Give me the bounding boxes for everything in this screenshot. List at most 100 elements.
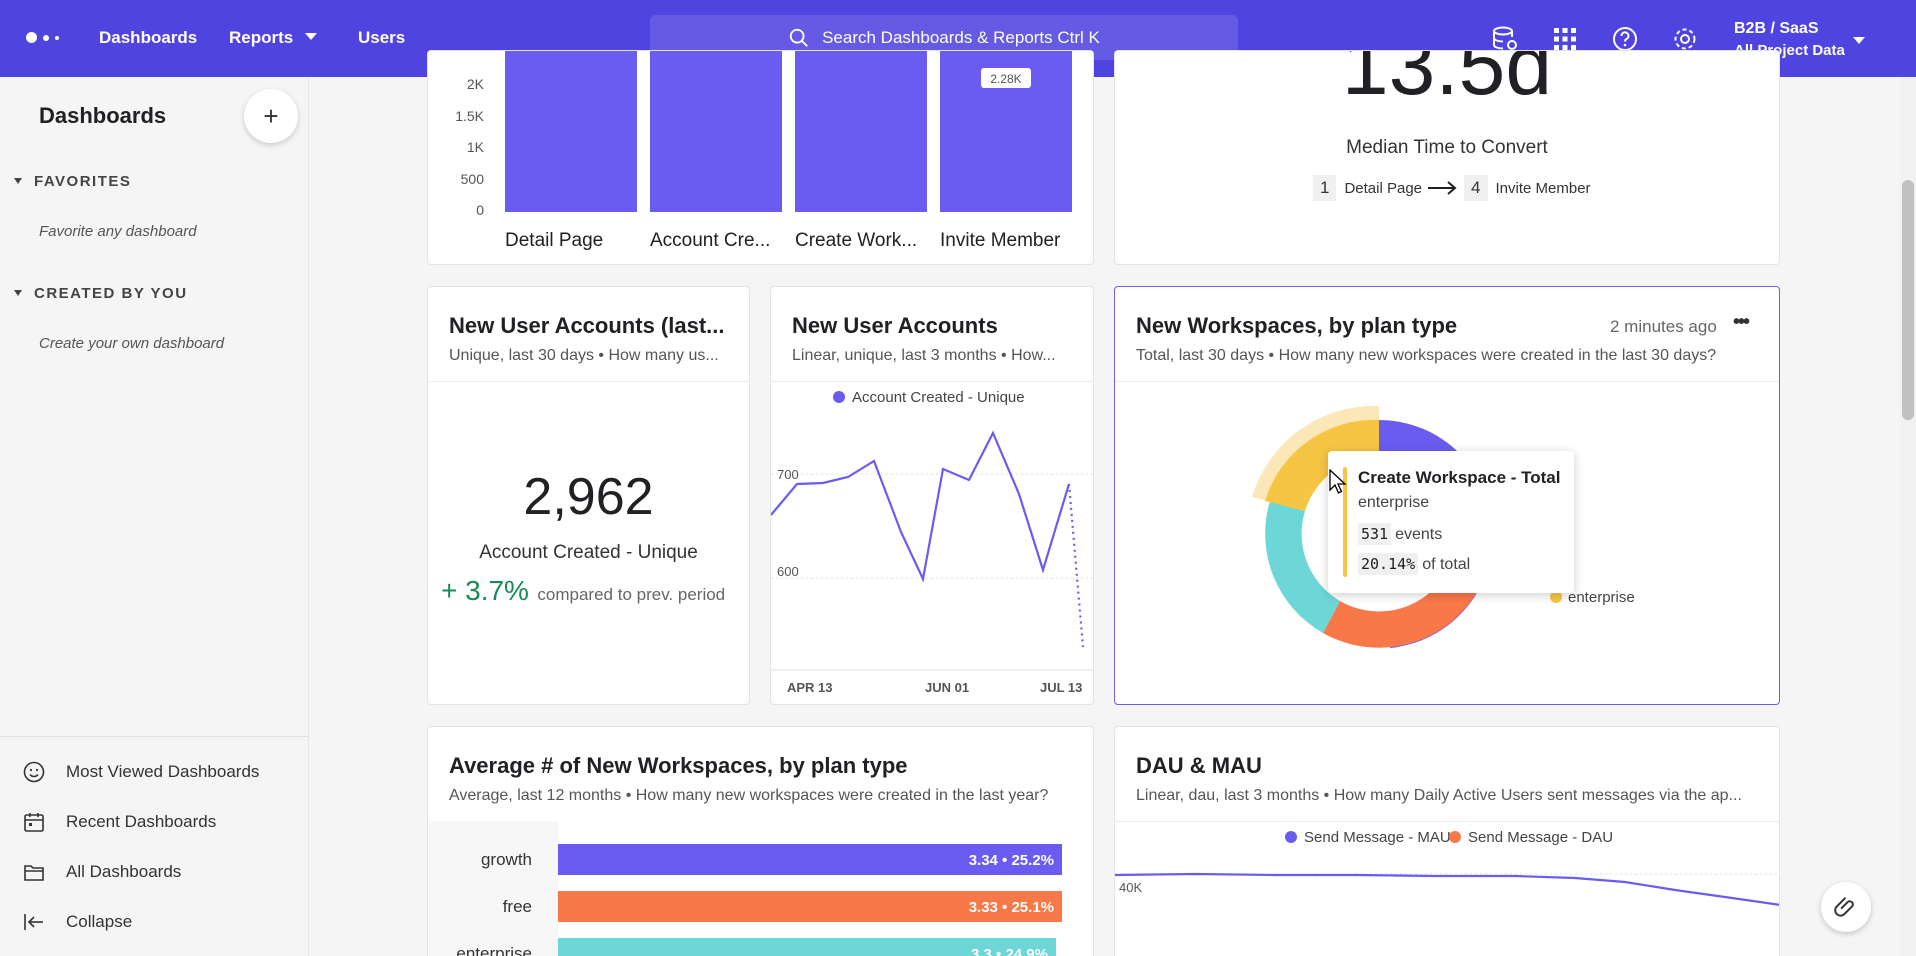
y-tick: 500 <box>461 171 485 187</box>
sidebar-link-label: Recent Dashboards <box>66 812 217 831</box>
tooltip-title: Create Workspace - Total <box>1358 468 1561 487</box>
bar-label-column <box>428 821 558 956</box>
x-tick: Invite Member <box>940 230 1061 251</box>
metric-label: Account Created - Unique <box>479 542 698 563</box>
legend-dot <box>1550 591 1562 603</box>
funnel-value-badge <box>981 68 1031 88</box>
series-line[interactable] <box>771 430 1071 583</box>
help-icon[interactable] <box>1611 25 1639 53</box>
settings-icon[interactable] <box>1671 25 1699 53</box>
new-user-accounts-metric-card[interactable]: New User Accounts (last... Unique, last … <box>427 286 750 705</box>
hbar-free[interactable] <box>558 891 1062 922</box>
card-title: New User Accounts (last... <box>449 313 725 338</box>
nav-users[interactable]: Users <box>358 28 406 47</box>
attach-button[interactable] <box>1821 882 1871 932</box>
caret-down-icon <box>14 178 22 184</box>
card-title: DAU & MAU <box>1136 753 1262 778</box>
sidebar: Dashboards + FAVORITES Favorite any dash… <box>0 77 309 956</box>
funnel-card[interactable]: 2K 1.5K 1K 500 0 2.28K Detail Page Accou… <box>427 50 1094 265</box>
card-title: New User Accounts <box>792 313 998 338</box>
database-icon[interactable] <box>1491 25 1519 53</box>
metric-change: + 3.7% compared to prev. period <box>441 575 725 607</box>
tooltip-pct-row: 20.14% of total <box>1358 553 1470 575</box>
time-to-convert-value: 13.5d <box>1341 50 1553 112</box>
y-tick: 0 <box>476 202 484 218</box>
card-subtitle: Average, last 12 months • How many new w… <box>449 787 1049 804</box>
collapse-arrow-icon <box>24 914 43 930</box>
time-to-convert-label: Median Time to Convert <box>1346 137 1548 158</box>
new-workspaces-donut-card[interactable]: New Workspaces, by plan type 2 minutes a… <box>1114 286 1780 705</box>
tooltip-color-bar <box>1343 467 1347 577</box>
sidebar-title: Dashboards <box>39 103 167 128</box>
legend-label: Send Message - MAU <box>1304 829 1451 846</box>
card-title: New Workspaces, by plan type <box>1136 313 1458 338</box>
favorites-label: FAVORITES <box>34 173 132 190</box>
collapse-sidebar-button[interactable]: Collapse <box>22 910 132 934</box>
favorites-section-toggle[interactable]: FAVORITES <box>14 173 131 190</box>
y-tick: 600 <box>777 564 799 579</box>
tooltip-pct-value: 20.14% <box>1358 553 1419 575</box>
bar-category-label: enterprise <box>456 944 532 956</box>
scrollbar-thumb[interactable] <box>1902 180 1914 420</box>
chevron-down-icon <box>305 33 318 40</box>
funnel-bar[interactable] <box>650 51 782 212</box>
chevron-down-icon[interactable] <box>1853 37 1865 44</box>
x-tick: JUL 13 <box>1040 680 1082 695</box>
bar-value-label: 3.3 • 24.9% <box>971 946 1048 956</box>
conversion-steps: 1 Detail Page 4 Invite Member <box>1313 175 1591 201</box>
app-logo[interactable] <box>26 32 59 43</box>
smiley-icon <box>23 761 45 783</box>
sidebar-link-most-viewed[interactable]: Most Viewed Dashboards <box>22 760 259 784</box>
y-tick: 40K <box>1119 880 1142 895</box>
created-section-toggle[interactable]: CREATED BY YOU <box>14 285 188 302</box>
y-tick: 2K <box>467 76 485 92</box>
x-tick: Detail Page <box>505 230 603 251</box>
step-number: 4 <box>1464 175 1488 201</box>
mau-series-line[interactable] <box>1115 872 1780 906</box>
dau-mau-chart: Send Message - MAU Send Message - DAU 40… <box>1115 829 1780 906</box>
bar-value-label: 3.33 • 25.1% <box>969 899 1054 916</box>
sidebar-link-all[interactable]: All Dashboards <box>22 860 181 884</box>
card-divider <box>428 381 749 382</box>
search-placeholder: Search Dashboards & Reports Ctrl K <box>822 27 1100 47</box>
y-tick: 700 <box>777 467 799 482</box>
hbar-enterprise[interactable] <box>558 938 1056 956</box>
legend-label: Account Created - Unique <box>852 389 1025 406</box>
funnel-chart: 2K 1.5K 1K 500 0 2.28K Detail Page Accou… <box>455 51 1072 251</box>
funnel-bar[interactable] <box>505 51 637 212</box>
x-tick: Create Work... <box>795 230 917 251</box>
apps-grid-icon[interactable] <box>1551 25 1579 53</box>
created-hint: Create your own dashboard <box>39 335 225 352</box>
dau-mau-card[interactable]: DAU & MAU Linear, dau, last 3 months • H… <box>1114 726 1780 956</box>
y-tick: 1K <box>467 139 485 155</box>
funnel-bar[interactable] <box>795 51 927 212</box>
caret-down-icon <box>14 290 22 296</box>
step-number: 1 <box>1313 175 1337 201</box>
card-timestamp: 2 minutes ago <box>1610 317 1717 336</box>
avg-workspaces-bar-card[interactable]: Average # of New Workspaces, by plan typ… <box>427 726 1094 956</box>
more-options-icon[interactable]: ••• <box>1733 311 1750 333</box>
sidebar-divider <box>0 736 309 737</box>
nav-reports[interactable]: Reports <box>229 28 318 48</box>
legend-label: enterprise <box>1568 589 1635 606</box>
new-user-accounts-line-card[interactable]: New User Accounts Linear, unique, last 3… <box>770 286 1094 705</box>
donut-slice-teal[interactable] <box>1265 501 1340 633</box>
metric-change-note: compared to prev. period <box>537 585 726 604</box>
add-dashboard-button[interactable]: + <box>244 89 298 143</box>
line-chart: Account Created - Unique 700 600 APR 13 … <box>771 389 1093 695</box>
folder-icon <box>24 865 44 881</box>
metric-change-value: + 3.7% <box>441 575 529 606</box>
donut-slice-enterprise[interactable] <box>1265 419 1379 511</box>
tooltip-events-row: 531 events <box>1358 523 1442 545</box>
donut-slice-trial[interactable] <box>1323 534 1493 648</box>
card-subtitle: Linear, dau, last 3 months • How many Da… <box>1136 787 1742 804</box>
sidebar-link-label: Most Viewed Dashboards <box>66 762 260 781</box>
time-to-convert-card[interactable]: 13.5d Median Time to Convert 1 Detail Pa… <box>1114 50 1780 265</box>
hbar-growth[interactable] <box>558 844 1062 875</box>
calendar-icon <box>24 813 44 832</box>
x-tick: APR 13 <box>787 680 833 695</box>
sidebar-link-recent[interactable]: Recent Dashboards <box>22 810 216 834</box>
nav-dashboards[interactable]: Dashboards <box>99 28 198 47</box>
step-label: Invite Member <box>1495 179 1591 197</box>
card-divider <box>771 381 1093 382</box>
